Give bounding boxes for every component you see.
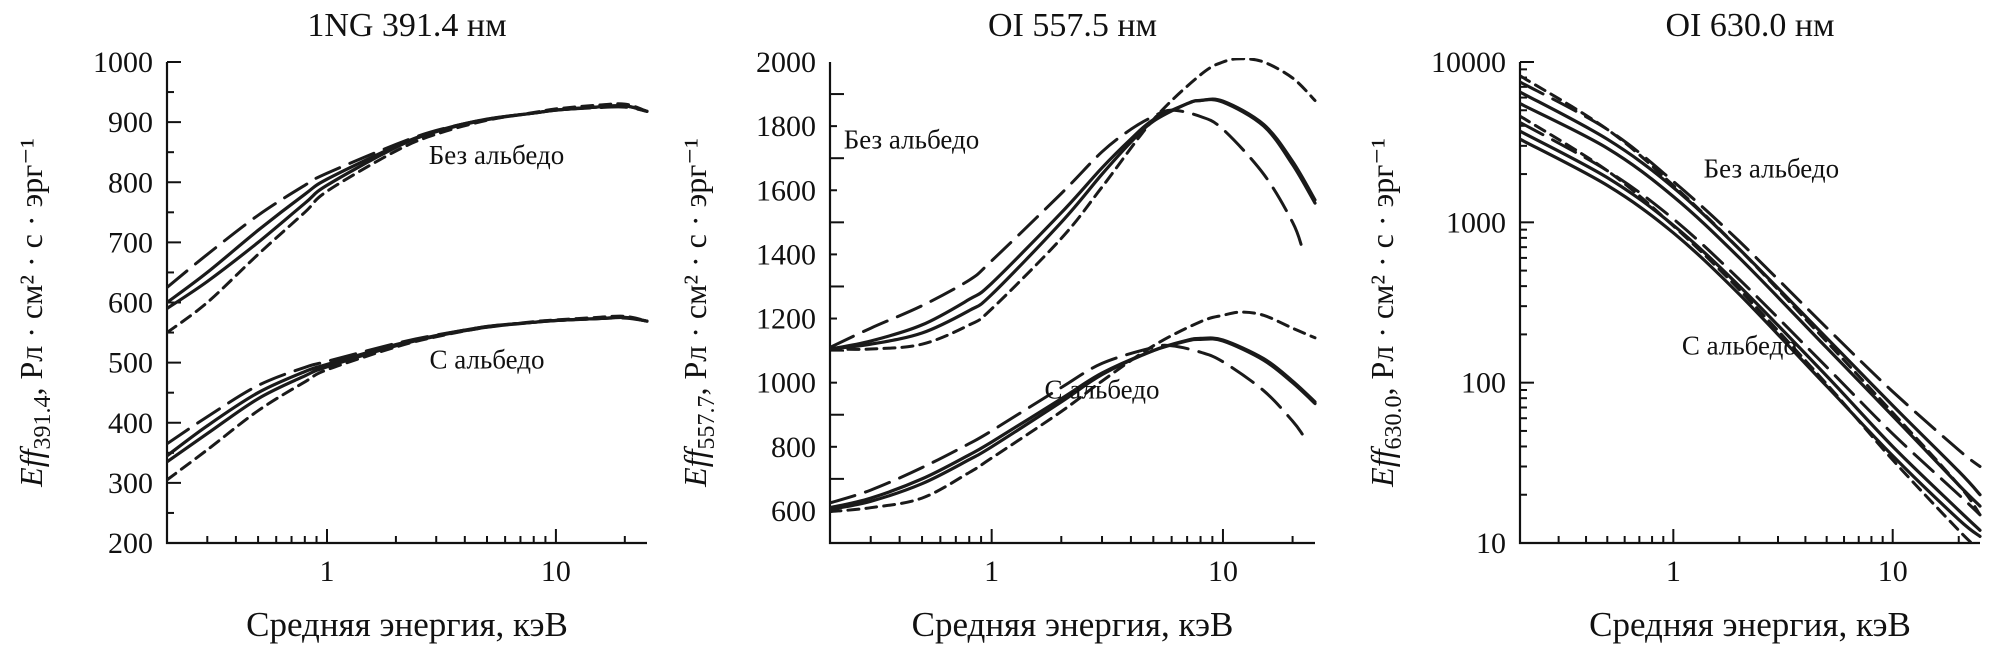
panel-title: OI 557.5 нм <box>988 7 1157 44</box>
x-tick-label: 10 <box>541 555 571 588</box>
y-axis-label: Eff630.0, Рл · см² · с · эрг⁻¹ <box>1364 138 1407 488</box>
axes-frame <box>165 62 647 545</box>
y-axis-label-sub: 391.4 <box>30 396 56 450</box>
x-tick-label: 1 <box>1666 555 1681 588</box>
y-tick-label: 1000 <box>1446 206 1506 239</box>
series-line-solid-2 <box>167 104 649 311</box>
annotation-label: Без альбедо <box>844 125 980 155</box>
y-tick-label: 10 <box>1476 527 1506 560</box>
series-line-longdash-3 <box>167 105 649 289</box>
y-tick-label: 1600 <box>756 174 816 207</box>
y-tick-label: 1000 <box>93 46 153 79</box>
x-axis-label: Средняя энергия, кэВ <box>1589 605 1911 644</box>
y-tick-label: 700 <box>108 226 153 259</box>
y-axis-label-rest: , Рл · см² · с · эрг⁻¹ <box>677 138 713 395</box>
y-tick-label: 900 <box>108 106 153 139</box>
series-line-longdash-3 <box>830 108 1304 349</box>
y-tick-label: 1000 <box>756 367 816 400</box>
x-axis-label: Средняя энергия, кэВ <box>912 605 1234 644</box>
y-tick-label: 1400 <box>756 238 816 271</box>
series-line-shortdash-8 <box>1520 114 1974 543</box>
annotation-label: С альбедо <box>1045 375 1160 405</box>
annotation-label: Без альбедо <box>1704 154 1840 184</box>
y-tick-label: 1800 <box>756 110 816 143</box>
y-tick-label: 10000 <box>1431 46 1506 79</box>
panel-oi-630: OI 630.0 нм Средняя энергия, кэВ Eff630.… <box>1364 7 1982 644</box>
y-tick-label: 2000 <box>756 46 816 79</box>
y-tick-label: 500 <box>108 347 153 380</box>
series-line-solid-2 <box>830 97 1317 351</box>
y-tick-label: 800 <box>108 166 153 199</box>
series-line-shortdash-4 <box>1520 74 1982 517</box>
panel-title: OI 630.0 нм <box>1665 7 1834 44</box>
y-axis-label-rest: , Рл · см² · с · эрг⁻¹ <box>13 138 49 395</box>
series-line-solid-6 <box>830 336 1317 511</box>
series-line-longdash-3 <box>1520 80 1982 468</box>
y-axis-label-sub: 557.7 <box>694 396 720 450</box>
y-tick-label: 600 <box>771 495 816 528</box>
y-axis-label: Eff391.4, Рл · см² · с · эрг⁻¹ <box>13 138 56 488</box>
y-tick-label: 1200 <box>756 303 816 336</box>
series-line-longdash-7 <box>830 343 1304 505</box>
series-line-shortdash-8 <box>830 310 1317 514</box>
y-axis-label-main: Eff <box>1364 445 1400 487</box>
y-tick-label: 400 <box>108 407 153 440</box>
y-tick-label: 200 <box>108 527 153 560</box>
series-line-shortdash-4 <box>830 58 1317 351</box>
annotation-label: С альбедо <box>1682 330 1797 360</box>
x-tick-label: 10 <box>1878 555 1908 588</box>
x-axis-label: Средняя энергия, кэВ <box>246 605 568 644</box>
y-axis-label-main: Eff <box>13 445 49 487</box>
y-tick-label: 300 <box>108 467 153 500</box>
annotation-label: Без альбедо <box>429 140 565 170</box>
series-line-shortdash-8 <box>167 314 649 482</box>
x-tick-label: 1 <box>984 555 999 588</box>
annotation-label: С альбедо <box>429 345 544 375</box>
y-axis-label: Eff557.7, Рл · см² · с · эрг⁻¹ <box>677 138 720 488</box>
series-line-shortdash-4 <box>167 102 649 335</box>
x-tick-label: 1 <box>320 555 335 588</box>
panel-1ng-391: 1NG 391.4 нм Средняя энергия, кэВ Eff391… <box>13 7 649 644</box>
series-line-solid-5 <box>167 315 649 458</box>
series-line-solid-5 <box>1520 129 1982 532</box>
y-axis-label-rest: , Рл · см² · с · эрг⁻¹ <box>1364 138 1400 395</box>
y-tick-label: 800 <box>771 431 816 464</box>
panel-oi-557: OI 557.5 нм Средняя энергия, кэВ Eff557.… <box>677 7 1317 644</box>
y-tick-label: 600 <box>108 287 153 320</box>
panel-title: 1NG 391.4 нм <box>307 7 506 44</box>
series-line-solid-6 <box>1520 137 1982 538</box>
x-tick-label: 10 <box>1208 555 1238 588</box>
series-line-longdash-7 <box>1520 120 1982 517</box>
series-line-solid-5 <box>830 337 1317 510</box>
y-axis-label-sub: 630.0 <box>1381 396 1407 450</box>
series-line-solid-6 <box>167 315 649 464</box>
y-tick-label: 100 <box>1461 367 1506 400</box>
y-axis-label-main: Eff <box>677 445 713 487</box>
